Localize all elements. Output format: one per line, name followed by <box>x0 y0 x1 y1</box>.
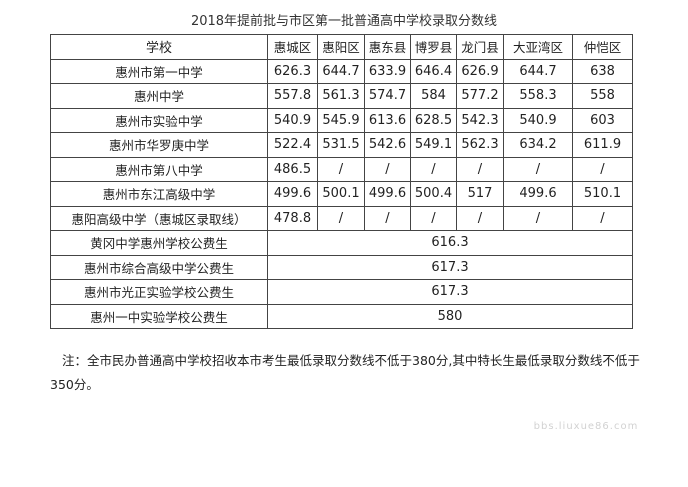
score-cell: / <box>456 205 504 231</box>
score-cell: 644.7 <box>503 58 573 84</box>
column-header-district: 博罗县 <box>410 34 457 60</box>
score-cell: 517 <box>456 181 504 207</box>
score-cell: 478.8 <box>267 205 318 231</box>
score-cell: / <box>572 156 633 182</box>
column-header-district: 惠东县 <box>364 34 411 60</box>
score-cell: 558.3 <box>503 83 573 109</box>
score-cell: 499.6 <box>364 181 411 207</box>
score-cell: 562.3 <box>456 132 504 158</box>
score-cell: 549.1 <box>410 132 457 158</box>
score-cell: 545.9 <box>317 107 365 133</box>
page-title: 2018年提前批与市区第一批普通高中学校录取分数线 <box>190 14 498 29</box>
score-cell: 574.7 <box>364 83 411 109</box>
school-name-cell: 惠州市华罗庚中学 <box>50 132 268 158</box>
table-row: 惠阳高级中学（惠城区录取线） 478.8// / / / / <box>50 205 633 231</box>
score-cell: / <box>317 156 365 182</box>
merged-score-cell: 580 <box>267 303 633 329</box>
score-cell: 646.4 <box>410 58 457 84</box>
table-header-row: 学校 惠城区 惠阳区 惠东县 博罗县 龙门县 大亚湾区 仲恺区 <box>50 34 633 60</box>
score-cell: 611.9 <box>572 132 633 158</box>
score-cell: / <box>317 205 365 231</box>
score-cell: 638 <box>572 58 633 84</box>
school-name-cell: 惠州市第八中学 <box>50 156 268 182</box>
column-header-district: 大亚湾区 <box>503 34 573 60</box>
score-cell: 626.3 <box>267 58 318 84</box>
score-cell: 510.1 <box>572 181 633 207</box>
table-row: 惠州市光正实验学校公费生 617.3 <box>50 279 633 305</box>
score-cell: 542.3 <box>456 107 504 133</box>
column-header-district: 惠阳区 <box>317 34 365 60</box>
table-row: 惠州市实验中学 540.9 545.9 613.6 628.5 542.3 540.9 603 <box>50 107 633 133</box>
school-name-cell: 惠州市综合高级中学公费生 <box>50 254 268 280</box>
score-cell: 540.9 <box>267 107 318 133</box>
score-cell: 558 <box>572 83 633 109</box>
score-cell: 613.6 <box>364 107 411 133</box>
score-cell: / <box>410 156 457 182</box>
score-cell: / <box>572 205 633 231</box>
table-row: 惠州市第八中学 486.5// / / / / <box>50 156 633 182</box>
score-cell: / <box>410 205 457 231</box>
score-cell: 522.4 <box>267 132 318 158</box>
table-row: 惠州一中实验学校公费生 580 <box>50 303 633 329</box>
merged-score-cell: 617.3 <box>267 279 633 305</box>
admission-score-table: 学校 惠城区 惠阳区 惠东县 博罗县 龙门县 大亚湾区 仲恺区 惠州市第一中学 6… <box>50 34 633 329</box>
school-name-cell: 惠州市第一中学 <box>50 58 268 84</box>
score-cell: 540.9 <box>503 107 573 133</box>
school-name-cell: 惠州市实验中学 <box>50 107 268 133</box>
table-row: 惠州中学 557.8 561.3 574.7 584 577.2 558.3 558 <box>50 83 633 109</box>
score-cell: 561.3 <box>317 83 365 109</box>
score-cell: 644.7 <box>317 58 365 84</box>
score-cell: / <box>456 156 504 182</box>
school-name-cell: 惠州一中实验学校公费生 <box>50 303 268 329</box>
table-row: 惠州市华罗庚中学 522.4 531.5 542.6 549.1 562.3 634.2 61… <box>50 132 633 158</box>
score-cell: 542.6 <box>364 132 411 158</box>
column-header-district: 惠城区 <box>267 34 318 60</box>
score-cell: / <box>503 205 573 231</box>
score-cell: / <box>364 156 411 182</box>
school-name-cell: 黄冈中学惠州学校公费生 <box>50 230 268 256</box>
school-name-cell: 惠州市东江高级中学 <box>50 181 268 207</box>
merged-score-cell: 616.3 <box>267 230 633 256</box>
score-cell: / <box>503 156 573 182</box>
score-cell: / <box>364 205 411 231</box>
score-cell: 633.9 <box>364 58 411 84</box>
score-cell: 500.1 <box>317 181 365 207</box>
column-header-district: 龙门县 <box>456 34 504 60</box>
merged-score-cell: 617.3 <box>267 254 633 280</box>
score-cell: 584 <box>410 83 457 109</box>
column-header-district: 仲恺区 <box>572 34 633 60</box>
footnote: 注：全市民办普通高中学校招收本市考生最低录取分数线不低于380分,其中特长生最低… <box>50 353 640 392</box>
score-cell: 486.5 <box>267 156 318 182</box>
score-cell: 628.5 <box>410 107 457 133</box>
table-row: 惠州市东江高级中学 499.6 500.1 499.6 500.4 517 499.6 510… <box>50 181 633 207</box>
table-row: 惠州市第一中学 626.3 644.7 633.9 646.4 626.9 644.7 638 <box>50 58 633 84</box>
score-cell: 499.6 <box>503 181 573 207</box>
table-row: 黄冈中学惠州学校公费生 616.3 <box>50 230 633 256</box>
school-name-cell: 惠阳高级中学（惠城区录取线） <box>50 205 268 231</box>
score-cell: 499.6 <box>267 181 318 207</box>
school-name-cell: 惠州市光正实验学校公费生 <box>50 279 268 305</box>
school-name-cell: 惠州中学 <box>50 83 268 109</box>
score-cell: 557.8 <box>267 83 318 109</box>
score-cell: 531.5 <box>317 132 365 158</box>
table-row: 惠州市综合高级中学公费生 617.3 <box>50 254 633 280</box>
watermark-url: bbs.liuxue86.com <box>533 421 639 432</box>
score-cell: 626.9 <box>456 58 504 84</box>
score-cell: 634.2 <box>503 132 573 158</box>
score-cell: 603 <box>572 107 633 133</box>
table-body: 惠州市第一中学 626.3 644.7 633.9 646.4 626.9 644.7 638… <box>50 58 633 329</box>
score-cell: 577.2 <box>456 83 504 109</box>
score-cell: 500.4 <box>410 181 457 207</box>
site-watermark: bbs.liuxue86.com <box>498 419 674 475</box>
column-header-school: 学校 <box>50 34 268 60</box>
